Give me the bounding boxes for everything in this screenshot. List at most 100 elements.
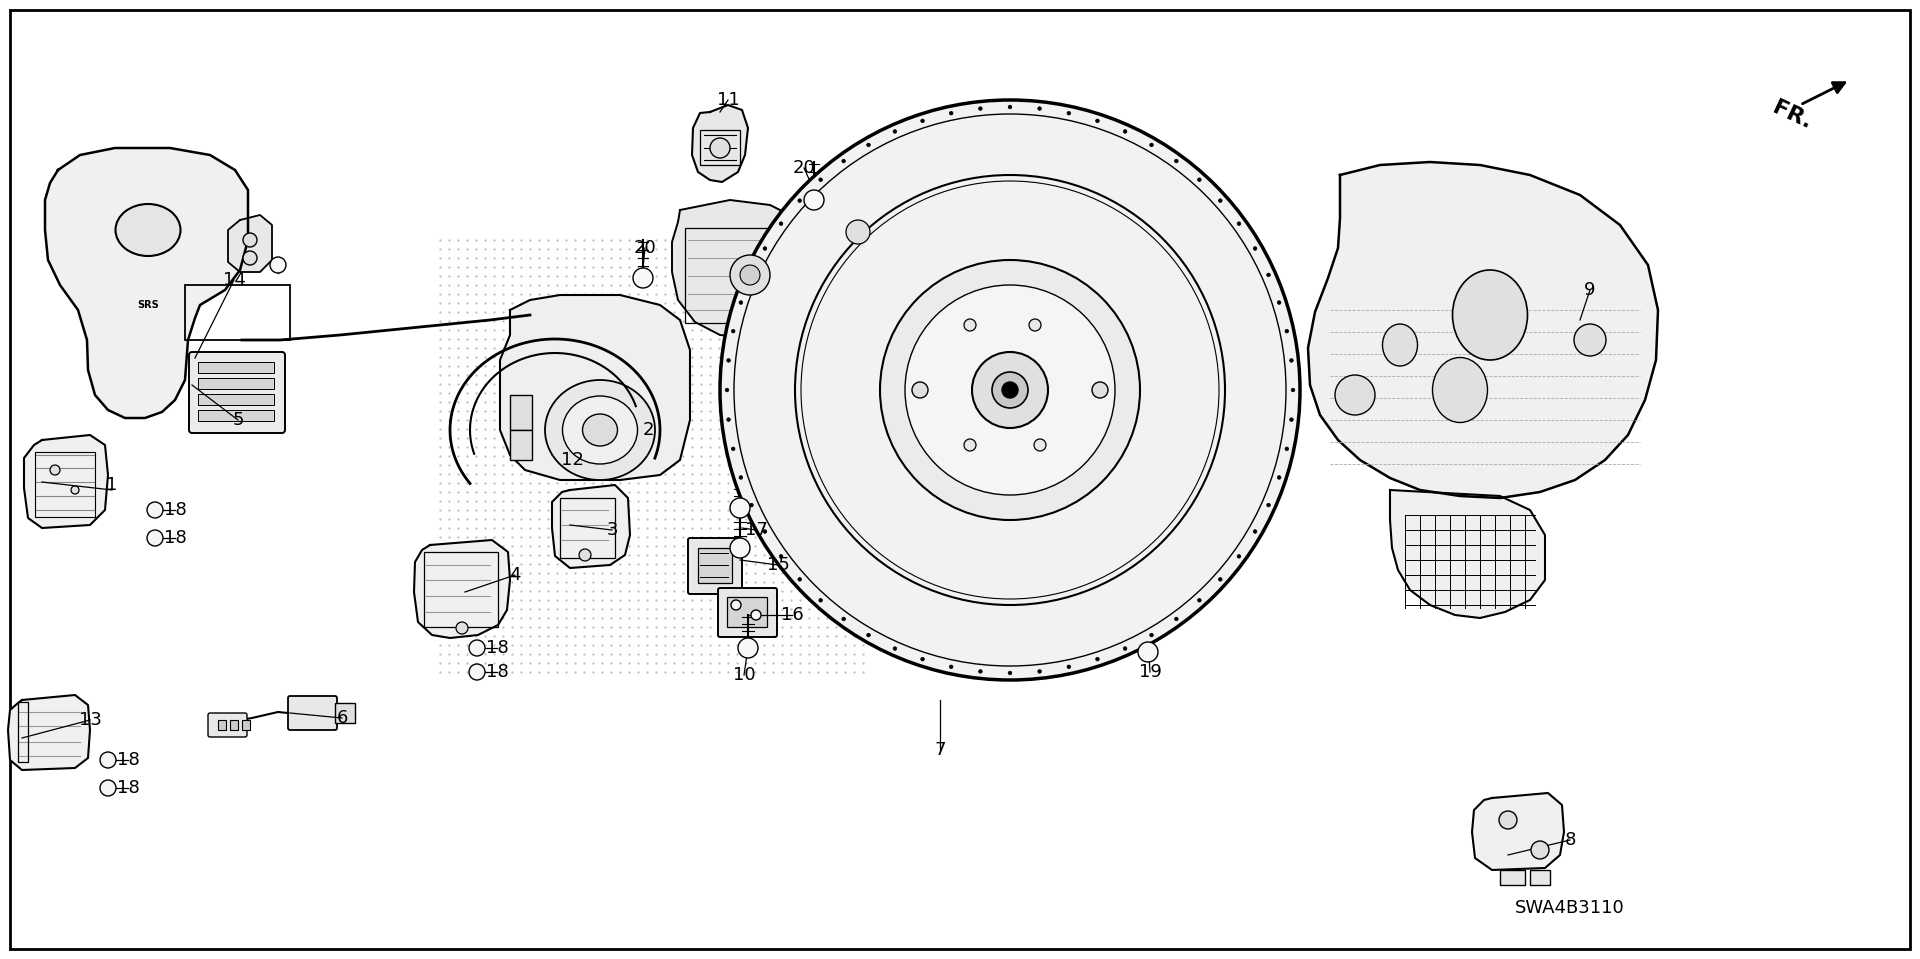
Polygon shape	[1390, 490, 1546, 618]
Text: 20: 20	[634, 239, 657, 257]
Text: 8: 8	[1565, 831, 1576, 849]
Text: 3: 3	[607, 521, 618, 539]
Circle shape	[879, 260, 1140, 520]
Circle shape	[922, 119, 924, 123]
Circle shape	[1150, 143, 1154, 147]
Bar	[424, 552, 497, 627]
FancyBboxPatch shape	[288, 696, 338, 730]
Text: 1: 1	[106, 476, 117, 494]
Circle shape	[780, 554, 783, 558]
Ellipse shape	[582, 414, 618, 446]
Circle shape	[148, 502, 163, 518]
Circle shape	[866, 143, 870, 147]
FancyBboxPatch shape	[207, 713, 248, 737]
Circle shape	[1284, 329, 1288, 333]
Circle shape	[1290, 388, 1294, 392]
Polygon shape	[672, 200, 820, 338]
Circle shape	[1284, 447, 1288, 451]
Circle shape	[1277, 301, 1281, 304]
Circle shape	[749, 273, 753, 277]
Circle shape	[737, 638, 758, 658]
Bar	[728, 597, 766, 627]
Circle shape	[50, 465, 60, 475]
Bar	[922, 360, 962, 372]
Polygon shape	[23, 435, 108, 528]
Text: 5: 5	[232, 411, 244, 429]
Text: 17: 17	[745, 521, 768, 539]
Circle shape	[841, 159, 845, 163]
Bar	[35, 452, 94, 517]
Text: 10: 10	[733, 666, 755, 684]
Circle shape	[1254, 529, 1258, 533]
Circle shape	[818, 598, 822, 602]
Text: 11: 11	[716, 91, 739, 109]
Text: 9: 9	[1584, 281, 1596, 299]
Circle shape	[457, 622, 468, 634]
FancyBboxPatch shape	[910, 340, 975, 440]
Circle shape	[71, 486, 79, 494]
Bar	[922, 380, 962, 392]
FancyBboxPatch shape	[188, 352, 284, 433]
Circle shape	[271, 257, 286, 273]
Circle shape	[1068, 111, 1071, 115]
Bar	[701, 130, 739, 165]
Ellipse shape	[1382, 324, 1417, 366]
Text: 18: 18	[486, 663, 509, 681]
Circle shape	[244, 233, 257, 247]
Circle shape	[993, 372, 1027, 408]
Bar	[1058, 380, 1096, 392]
Text: FR.: FR.	[1768, 97, 1814, 132]
Polygon shape	[415, 540, 511, 638]
Circle shape	[244, 251, 257, 265]
Circle shape	[1092, 382, 1108, 398]
Text: 18: 18	[163, 501, 186, 519]
Text: 12: 12	[561, 451, 584, 469]
Circle shape	[749, 503, 753, 507]
Polygon shape	[228, 215, 273, 272]
Circle shape	[948, 665, 952, 668]
Bar	[1058, 418, 1096, 430]
Polygon shape	[1473, 793, 1565, 870]
Circle shape	[732, 447, 735, 451]
Circle shape	[728, 359, 730, 363]
Bar	[685, 228, 804, 323]
Circle shape	[730, 498, 751, 518]
Circle shape	[1039, 669, 1041, 673]
Bar	[922, 400, 962, 412]
Circle shape	[762, 246, 766, 250]
Ellipse shape	[115, 204, 180, 256]
Polygon shape	[499, 295, 689, 480]
Circle shape	[751, 610, 760, 620]
Ellipse shape	[1453, 270, 1528, 360]
Circle shape	[468, 664, 486, 680]
Circle shape	[893, 129, 897, 133]
Circle shape	[818, 177, 822, 181]
Circle shape	[972, 352, 1048, 428]
Circle shape	[799, 199, 801, 202]
Ellipse shape	[1432, 358, 1488, 423]
Circle shape	[866, 633, 870, 637]
Circle shape	[1008, 105, 1012, 108]
Ellipse shape	[563, 396, 637, 464]
Circle shape	[1530, 841, 1549, 859]
Text: 18: 18	[117, 779, 140, 797]
Text: 18: 18	[163, 529, 186, 547]
Text: 14: 14	[223, 271, 246, 289]
FancyBboxPatch shape	[1044, 340, 1110, 440]
Polygon shape	[8, 695, 90, 770]
Circle shape	[841, 618, 845, 620]
Text: 6: 6	[336, 709, 348, 727]
Bar	[242, 720, 250, 730]
Circle shape	[1035, 439, 1046, 451]
Circle shape	[1039, 106, 1041, 110]
Circle shape	[730, 255, 770, 295]
Bar	[184, 285, 290, 340]
Text: 20: 20	[793, 159, 816, 177]
Circle shape	[148, 530, 163, 546]
FancyBboxPatch shape	[687, 538, 741, 594]
Bar	[1058, 400, 1096, 412]
Bar	[156, 212, 165, 248]
Circle shape	[762, 529, 766, 533]
Bar	[230, 720, 238, 730]
Circle shape	[1123, 646, 1127, 650]
